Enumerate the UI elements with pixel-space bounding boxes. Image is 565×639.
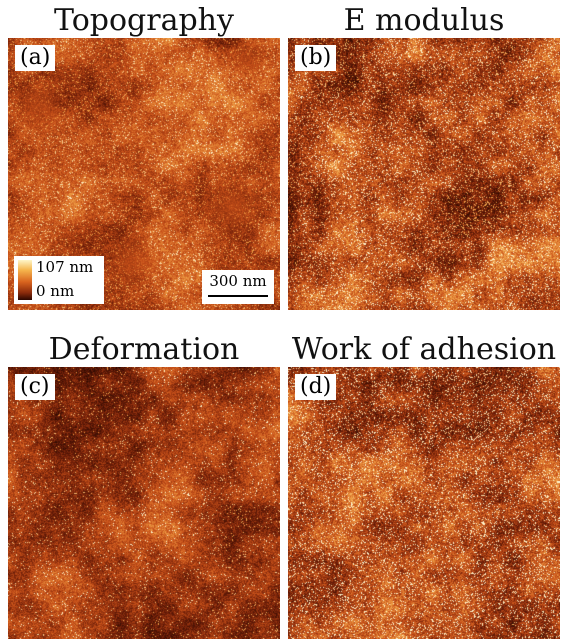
topography-image: (a) 107 nm 0 nm 300 nm bbox=[8, 38, 280, 310]
colorbar-max-label: 107 nm bbox=[36, 260, 93, 275]
panel-c-title: Deformation bbox=[8, 335, 280, 365]
deformation-image: (c) bbox=[8, 367, 280, 639]
panel-a-tag: (a) bbox=[15, 45, 55, 71]
scale-bar: 300 nm bbox=[202, 270, 274, 304]
deformation-map bbox=[8, 367, 280, 639]
e-modulus-map bbox=[288, 38, 560, 310]
work-of-adhesion-image: (d) bbox=[288, 367, 560, 639]
scale-bar-line bbox=[208, 295, 268, 297]
scale-bar-label: 300 nm bbox=[202, 274, 274, 289]
panel-b-title: E modulus bbox=[288, 6, 560, 36]
e-modulus-image: (b) bbox=[288, 38, 560, 310]
panel-c-tag: (c) bbox=[15, 374, 55, 400]
panel-a-title: Topography bbox=[8, 6, 280, 36]
panel-d-tag: (d) bbox=[295, 374, 336, 400]
panel-d-title: Work of adhesion bbox=[288, 335, 560, 365]
panel-b-tag: (b) bbox=[295, 45, 336, 71]
work-of-adhesion-map bbox=[288, 367, 560, 639]
colorbar: 107 nm 0 nm bbox=[14, 256, 104, 304]
colorbar-gradient bbox=[18, 260, 32, 300]
colorbar-min-label: 0 nm bbox=[36, 284, 74, 299]
